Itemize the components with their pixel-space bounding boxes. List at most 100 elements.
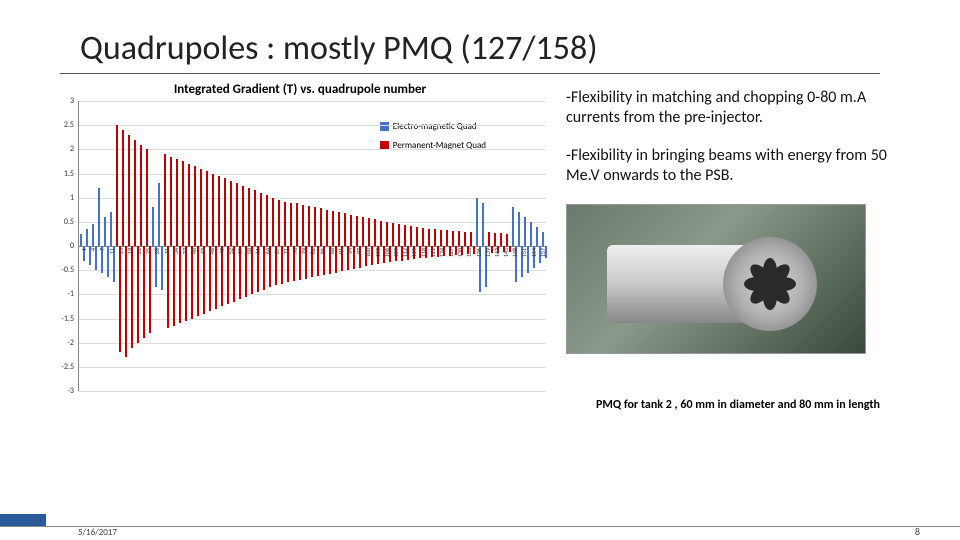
bar xyxy=(278,200,280,246)
bar xyxy=(134,140,136,246)
x-tick-label: 40 xyxy=(190,248,198,254)
bar xyxy=(488,232,490,246)
bar xyxy=(167,246,169,328)
x-tick-label: 109 xyxy=(392,248,400,257)
footer-date: 5/16/2017 xyxy=(78,527,117,538)
bar xyxy=(119,246,121,352)
y-tick: -1.5 xyxy=(61,314,74,324)
bar xyxy=(140,145,142,247)
x-tick-label: 124 xyxy=(438,248,446,257)
bar xyxy=(149,246,151,333)
footer: 5/16/2017 8 xyxy=(0,516,960,540)
bar xyxy=(203,246,205,314)
bar xyxy=(194,166,196,246)
bar xyxy=(434,229,436,246)
bar xyxy=(386,222,388,246)
bar xyxy=(368,218,370,246)
bar xyxy=(116,125,118,246)
bar xyxy=(482,203,484,247)
bar xyxy=(524,217,526,246)
bar xyxy=(164,154,166,246)
x-tick-label: 79 xyxy=(300,248,308,254)
x-tick-label: 157 xyxy=(539,248,547,257)
x-tick-label: 37 xyxy=(181,248,189,254)
bar xyxy=(254,190,256,246)
x-tick-label: 127 xyxy=(447,248,455,257)
bar xyxy=(122,130,124,246)
bar xyxy=(131,246,133,348)
bar xyxy=(158,183,160,246)
x-tick-label: 76 xyxy=(291,248,299,254)
legend-label-em: Electro-magnetic Quad xyxy=(393,121,477,132)
bar xyxy=(224,178,226,246)
x-tick-label: 100 xyxy=(364,248,372,257)
bar xyxy=(512,207,514,246)
gradient-chart: Integrated Gradient (T) vs. quadrupole n… xyxy=(50,82,550,392)
y-tick: 0 xyxy=(70,241,74,251)
bar xyxy=(125,246,127,357)
bar xyxy=(380,221,382,246)
x-tick-label: 151 xyxy=(520,248,528,257)
bar xyxy=(170,157,172,246)
x-tick-label: 67 xyxy=(273,248,281,254)
x-tick-label: 121 xyxy=(429,248,437,257)
x-tick-label: 7 xyxy=(98,248,106,251)
bar xyxy=(422,228,424,246)
bar xyxy=(143,246,145,338)
bar xyxy=(221,246,223,306)
bar xyxy=(128,135,130,246)
x-tick-label: 136 xyxy=(475,248,483,257)
x-tick-label: 139 xyxy=(484,248,492,257)
chart-title: Integrated Gradient (T) vs. quadrupole n… xyxy=(50,82,550,97)
bar xyxy=(200,169,202,246)
x-tick-label: 82 xyxy=(309,248,317,254)
bar xyxy=(230,181,232,246)
x-tick-label: 85 xyxy=(319,248,327,254)
y-tick: 0.5 xyxy=(64,217,74,227)
bar xyxy=(542,232,544,247)
bar xyxy=(374,219,376,246)
y-tick: 2 xyxy=(70,144,74,154)
x-tick-label: 58 xyxy=(245,248,253,254)
bar xyxy=(326,210,328,246)
x-tick-label: 71 xyxy=(282,248,290,254)
bar xyxy=(302,205,304,246)
x-tick-label: 52 xyxy=(227,248,235,254)
bar xyxy=(494,233,496,246)
x-tick-label: 19 xyxy=(126,248,134,254)
bar xyxy=(272,198,274,246)
chart-body: -3-2.5-2-1.5-1-0.500.511.522.53 Electro-… xyxy=(50,101,550,391)
y-tick: -2.5 xyxy=(61,362,74,372)
bar xyxy=(356,216,358,246)
x-tick-label: 130 xyxy=(456,248,464,257)
bar xyxy=(410,226,412,246)
bar xyxy=(197,246,199,316)
pmq-photo xyxy=(566,204,866,354)
footer-divider xyxy=(0,526,960,527)
bar xyxy=(314,207,316,246)
bar xyxy=(260,193,262,246)
x-tick-label: 142 xyxy=(493,248,501,257)
x-tick-label: 49 xyxy=(218,248,226,254)
x-tick-label: 61 xyxy=(254,248,262,254)
x-tick-label: 43 xyxy=(199,248,207,254)
bar xyxy=(80,234,82,246)
bar xyxy=(464,232,466,247)
bullet-1: -Flexibility in matching and chopping 0-… xyxy=(566,88,910,128)
bar xyxy=(350,215,352,246)
x-tick-label: 22 xyxy=(135,248,143,254)
x-tick-label: 88 xyxy=(328,248,336,254)
x-tick-label: 106 xyxy=(383,248,391,257)
y-tick: 3 xyxy=(70,96,74,106)
bullet-2: -Flexibility in bringing beams with ener… xyxy=(566,146,910,186)
x-tick-label: 55 xyxy=(236,248,244,254)
bar xyxy=(530,222,532,246)
bar xyxy=(98,188,100,246)
x-tick-label: 1 xyxy=(80,248,88,251)
bar xyxy=(308,206,310,246)
bar xyxy=(227,246,229,304)
bar xyxy=(536,227,538,246)
bar xyxy=(284,202,286,246)
bar xyxy=(215,246,217,309)
bar xyxy=(338,212,340,246)
